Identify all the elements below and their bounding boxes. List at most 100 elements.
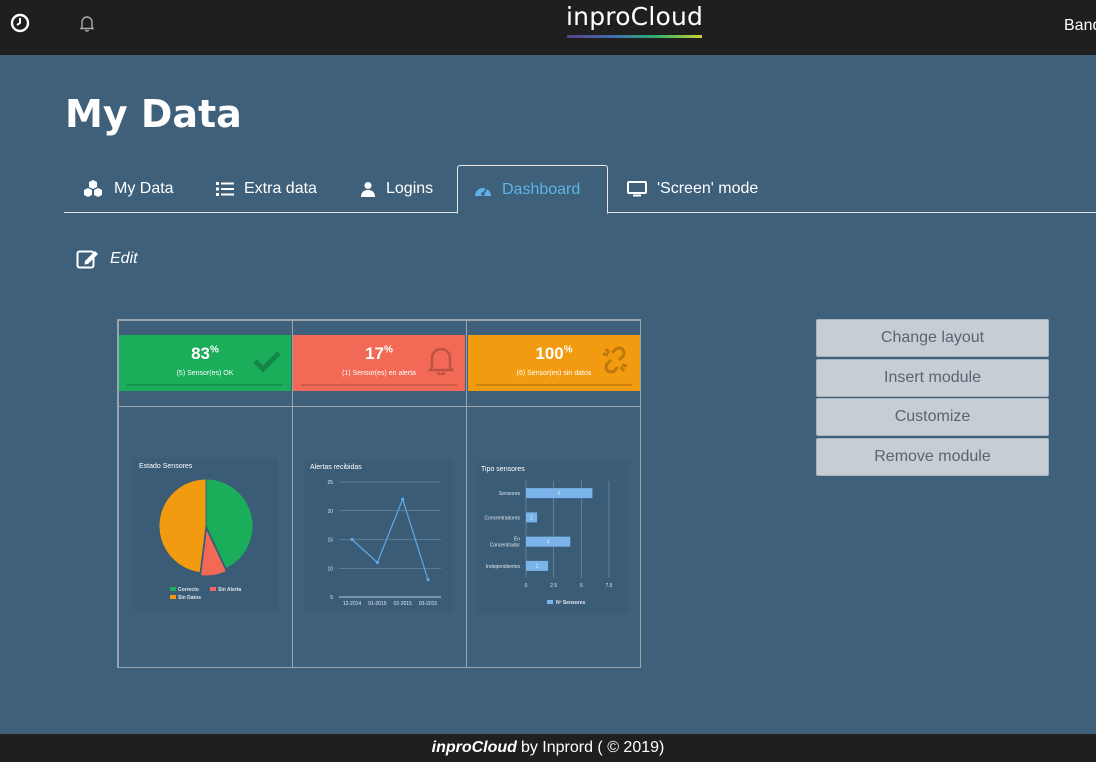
kpi-card-alert[interactable]: 17% (1) Sensor(es) en alerta — [293, 335, 465, 391]
edit-button[interactable]: Edit — [76, 248, 138, 270]
dashboard-icon — [475, 187, 491, 196]
bell-icon — [427, 347, 455, 375]
kpi-progress-bar — [476, 384, 632, 386]
footer: inproCloud by Inprord ( © 2019) — [0, 734, 1096, 762]
footer-brand: inproCloud — [431, 739, 517, 756]
remove-module-button[interactable]: Remove module — [816, 438, 1049, 476]
data-point[interactable] — [401, 497, 405, 501]
kpi-progress-bar — [301, 384, 457, 386]
legend-entry: Correcto — [178, 587, 199, 593]
data-point[interactable] — [375, 560, 379, 565]
x-tick-label: 12-2014 — [343, 601, 362, 607]
insert-module-button[interactable]: Insert module — [816, 359, 1049, 397]
tab-label: 'Screen' mode — [657, 180, 759, 197]
dashboard-cell[interactable] — [466, 406, 641, 668]
legend-swatch — [170, 595, 176, 599]
tab-screen-mode[interactable]: 'Screen' mode — [611, 165, 774, 213]
list-icon — [216, 182, 234, 196]
x-tick-label: 5 — [580, 583, 583, 589]
bar-value-label: 4 — [547, 540, 550, 546]
pie-slice-sin-datos[interactable] — [158, 478, 207, 574]
kpi-value: 17% — [365, 344, 393, 363]
tab-extra-data[interactable]: Extra data — [200, 165, 333, 213]
data-point[interactable] — [426, 578, 430, 582]
monitor-icon — [627, 181, 647, 197]
x-tick-label: 03-2015 — [419, 601, 438, 607]
y-tick-label: 25 — [327, 480, 333, 486]
clock-icon[interactable] — [9, 12, 31, 34]
page-title: My Data — [65, 92, 242, 136]
change-layout-button[interactable]: Change layout — [816, 319, 1049, 357]
bar[interactable] — [526, 536, 571, 547]
tab-my-data[interactable]: My Data — [66, 165, 190, 213]
edit-label: Edit — [110, 250, 138, 267]
tab-dashboard[interactable]: Dashboard — [457, 165, 608, 214]
y-tick-label: 5 — [330, 595, 333, 601]
legend-entry: Nº Sensores — [556, 600, 586, 606]
y-tick-label: 20 — [327, 509, 333, 515]
category-label: Sensores — [499, 491, 521, 497]
user-icon — [361, 182, 375, 197]
pie-slice-correcto[interactable] — [205, 478, 254, 570]
kpi-card-no-data[interactable]: 100% (6) Sensor(es) sin datos — [468, 335, 640, 391]
data-point[interactable] — [350, 537, 354, 542]
x-tick-label: 0 — [525, 583, 528, 589]
bar-chart: 0 2.5 5 7.5 6 Sensores 1 Concentradores 4 EnConce… — [484, 481, 613, 606]
category-label: Independientes — [486, 564, 521, 570]
line-chart-panel[interactable]: Alertas recibidas 5 10 15 20 25 12-2014 01-201… — [305, 460, 453, 612]
kpi-label: (5) Sensor(es) OK — [176, 370, 234, 377]
kpi-value: 100% — [535, 344, 573, 363]
tab-label: Logins — [386, 180, 434, 197]
chart-title: Tipo sensores — [481, 466, 525, 473]
tab-logins[interactable]: Logins — [344, 165, 449, 213]
legend-swatch — [210, 587, 216, 591]
bar[interactable] — [526, 560, 549, 571]
bar-value-label: 6 — [558, 491, 561, 497]
user-menu[interactable]: Band — [1064, 17, 1096, 34]
bar-value-label: 1 — [530, 515, 533, 521]
legend-entry: Sin Datos — [178, 595, 201, 601]
bar-chart-panel[interactable]: Tipo sensores 0 2.5 5 7.5 6 Sensores 1 Concentr… — [477, 461, 628, 613]
category-label: Concentrador — [490, 543, 521, 549]
pie-chart-panel[interactable]: Estado Sensores Correcto Sin Alerta Sin Da… — [132, 458, 278, 610]
tab-label: Extra data — [244, 180, 317, 197]
chart-title: Alertas recibidas — [310, 464, 362, 471]
kpi-label: (1) Sensor(es) en alerta — [342, 370, 416, 377]
tab-bar: My Data Extra data Logins Dashboard 'Scr… — [64, 165, 1096, 214]
series-line — [351, 497, 429, 580]
y-tick-label: 10 — [327, 566, 333, 572]
cubes-icon — [84, 180, 102, 197]
chart-title: Estado Sensores — [139, 463, 193, 470]
bar[interactable] — [526, 488, 593, 499]
category-label: En — [514, 537, 520, 543]
x-tick-label: 7.5 — [606, 583, 613, 589]
brand-underline — [567, 35, 702, 38]
top-bar: inproCloud Band — [0, 0, 1096, 55]
line-chart: 5 10 15 20 25 12-2014 01-2015 02-2015 03-2015 — [327, 480, 441, 607]
pie-chart: Correcto Sin Alerta Sin Datos — [158, 478, 254, 601]
kpi-progress-bar — [127, 384, 283, 386]
tab-label: My Data — [114, 180, 174, 197]
kpi-value: 83% — [191, 344, 219, 363]
customize-button[interactable]: Customize — [816, 398, 1049, 436]
bar[interactable] — [526, 512, 538, 523]
x-tick-label: 2.5 — [550, 583, 557, 589]
kpi-label: (6) Sensor(es) sin datos — [516, 370, 592, 377]
bell-icon[interactable] — [76, 12, 98, 34]
dashboard-grid: 83% (5) Sensor(es) OK 17% (1) Sensor(es)… — [117, 319, 641, 668]
bar-value-label: 2 — [536, 564, 539, 570]
edit-icon — [76, 250, 98, 269]
tab-label: Dashboard — [502, 180, 581, 198]
footer-text: by Inprord ( © 2019) — [520, 739, 665, 756]
category-label: Concentradores — [484, 515, 520, 521]
legend-swatch — [170, 587, 176, 591]
kpi-card-ok[interactable]: 83% (5) Sensor(es) OK — [119, 335, 291, 391]
broken-link-icon — [602, 346, 628, 374]
pie-slice-sin-alerta[interactable] — [200, 527, 228, 577]
y-tick-label: 15 — [327, 538, 333, 544]
check-icon — [253, 351, 281, 373]
legend-swatch — [547, 600, 553, 604]
x-tick-label: 01-2015 — [368, 601, 387, 607]
brand-logo[interactable]: inproCloud — [566, 2, 704, 31]
legend-entry: Sin Alerta — [218, 587, 241, 593]
